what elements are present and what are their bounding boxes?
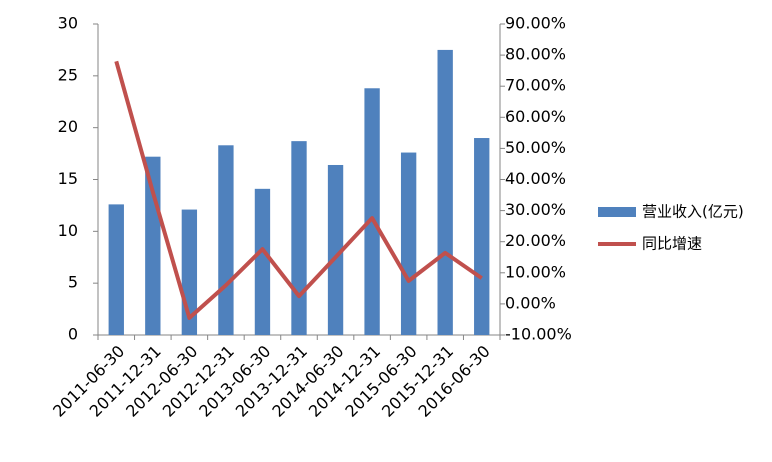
y-tick-label: 20 xyxy=(58,117,78,136)
y2-tick-label: 80.00% xyxy=(505,45,566,64)
y2-tick-label: 40.00% xyxy=(505,169,566,188)
bar xyxy=(291,141,307,335)
y2-tick-label: 0.00% xyxy=(505,293,556,312)
y2-tick-label: 10.00% xyxy=(505,262,566,281)
y-tick-label: 0 xyxy=(68,325,78,344)
bar xyxy=(437,49,453,336)
bar xyxy=(145,156,161,335)
y-tick-label: 30 xyxy=(58,14,78,33)
bar xyxy=(254,188,271,335)
y2-tick-label: 20.00% xyxy=(505,231,566,250)
legend-label: 营业收入(亿元) xyxy=(642,203,744,221)
y-tick-label: 25 xyxy=(58,65,78,84)
y2-tick-label: 60.00% xyxy=(505,107,566,126)
y2-tick-label: 70.00% xyxy=(505,76,566,95)
y2-tick-label: 90.00% xyxy=(505,14,566,33)
bar xyxy=(218,145,234,335)
y2-tick-label: 30.00% xyxy=(505,200,566,219)
bar xyxy=(364,88,380,335)
y-tick-label: 15 xyxy=(58,169,78,188)
y2-tick-label: 50.00% xyxy=(505,138,566,157)
bar xyxy=(108,204,124,335)
bar xyxy=(327,164,344,335)
y-tick-label: 5 xyxy=(68,273,78,292)
bar xyxy=(474,138,490,335)
y2-tick-label: -10.00% xyxy=(505,325,572,344)
bar xyxy=(400,152,417,335)
legend-swatch xyxy=(598,207,636,217)
legend-label: 同比增速 xyxy=(642,235,702,253)
line xyxy=(114,60,483,320)
y-tick-label: 10 xyxy=(58,221,78,240)
